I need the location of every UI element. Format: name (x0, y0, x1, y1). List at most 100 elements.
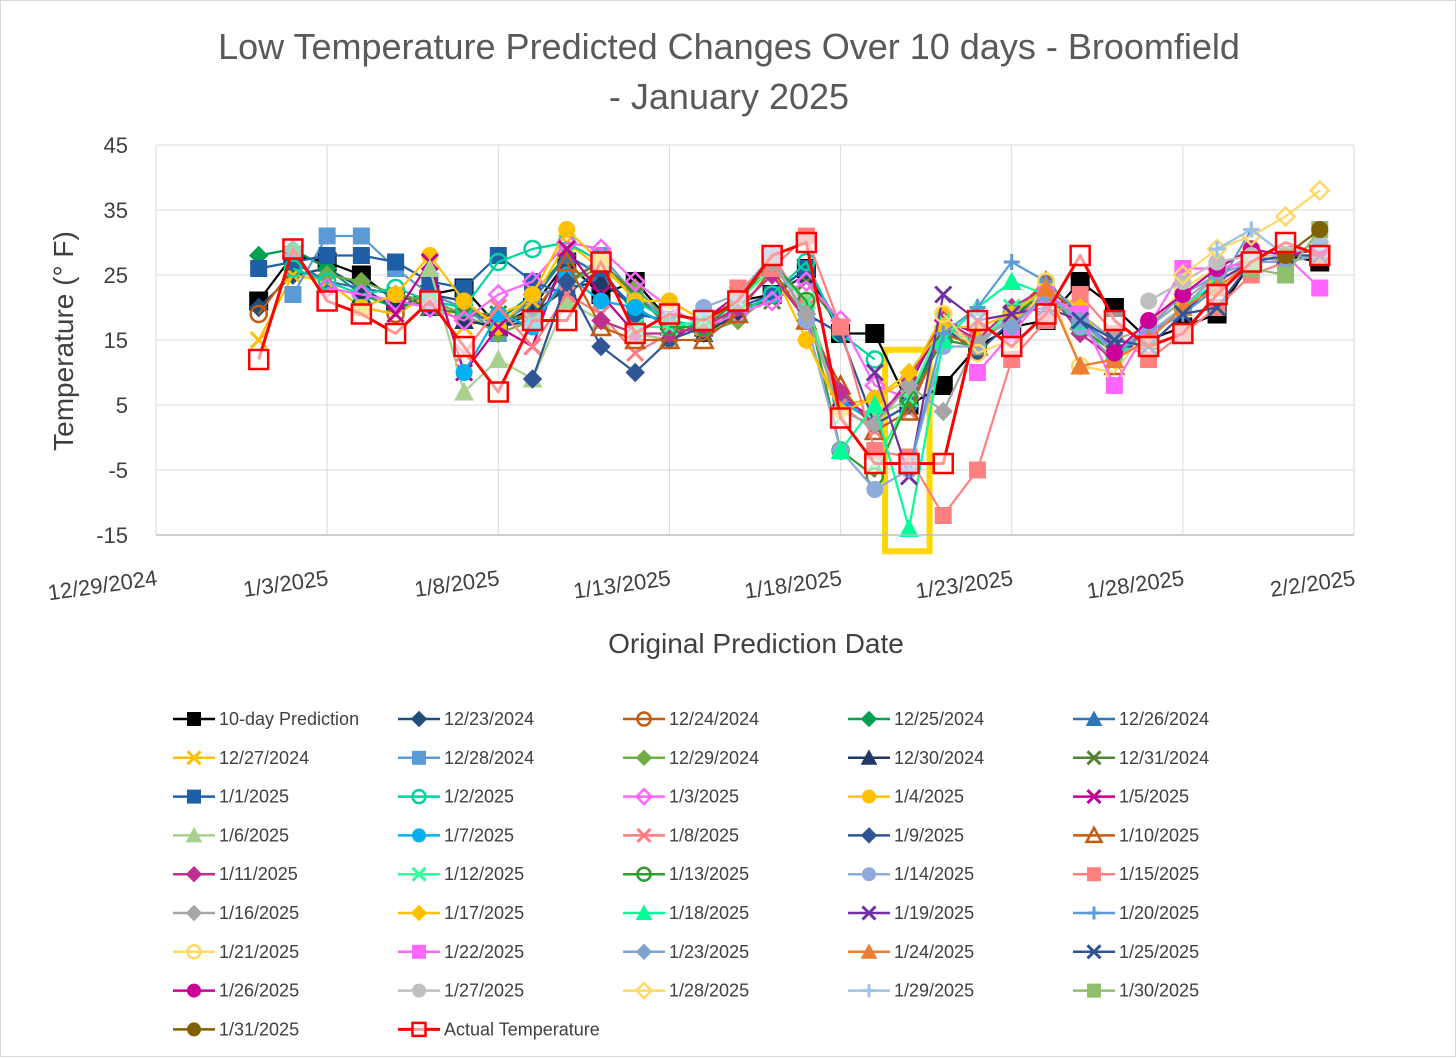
data-point (761, 290, 783, 312)
legend-entry: 12/28/2024 (398, 748, 534, 768)
data-point (419, 258, 440, 277)
legend-entry: 12/23/2024 (398, 709, 534, 729)
data-point (1002, 304, 1021, 324)
data-point (899, 375, 919, 396)
legend-label: 1/30/2025 (1119, 981, 1199, 1001)
data-point (1240, 251, 1263, 273)
data-point (933, 401, 953, 422)
data-point (796, 330, 817, 350)
data-point (634, 981, 654, 1000)
data-point (592, 292, 610, 310)
legend-label: 1/12/2025 (444, 864, 524, 884)
data-point (935, 325, 952, 342)
data-point (282, 238, 304, 260)
axes: 45 35 25 15 5 -5 -15 12/29/2024 1/3/2025 1/8/2025… (46, 133, 1357, 605)
legend-label: 12/27/2024 (219, 748, 309, 768)
data-point (412, 983, 426, 998)
x-tick-label: 1/23/2025 (914, 565, 1014, 603)
data-point (247, 348, 270, 371)
data-point (453, 309, 475, 332)
data-point (636, 866, 652, 882)
data-point (558, 221, 576, 238)
data-point (186, 944, 202, 960)
data-point (318, 247, 336, 264)
data-point (521, 309, 544, 332)
data-point (866, 481, 884, 498)
legend-label: Actual Temperature (444, 1019, 600, 1039)
legend-label: 1/25/2025 (1119, 942, 1199, 962)
data-point (932, 452, 955, 475)
y-tick-label: -15 (96, 523, 128, 548)
data-point (419, 290, 441, 312)
data-point (635, 904, 653, 920)
data-point (864, 452, 886, 475)
legend-entry: 1/13/2025 (623, 864, 749, 884)
y-tick-label: -5 (108, 458, 128, 483)
data-point (860, 749, 878, 765)
data-point (934, 304, 953, 324)
legend-entry: 1/29/2025 (848, 981, 974, 1001)
data-point (1243, 221, 1260, 238)
data-point (830, 440, 851, 459)
series-line (1010, 254, 1320, 355)
data-point (187, 1022, 201, 1037)
data-point (1274, 231, 1297, 254)
legend-entry: 1/5/2025 (1073, 787, 1189, 807)
data-point (692, 309, 715, 332)
legend-entry: 1/11/2025 (173, 864, 298, 884)
data-point (1069, 244, 1091, 267)
data-point (1105, 377, 1123, 394)
data-point (635, 749, 653, 767)
legend-entry: 1/3/2025 (623, 787, 739, 807)
legend-label: 1/22/2025 (444, 942, 524, 962)
data-point (1311, 221, 1329, 238)
legend-entry: 1/17/2025 (398, 903, 524, 923)
data-point (860, 827, 878, 844)
legend-entry: 1/14/2025 (848, 864, 974, 884)
legend-entry: 12/29/2024 (623, 748, 759, 768)
legend-entry: 10-day Prediction (173, 709, 359, 729)
data-point (1001, 271, 1022, 290)
data-point (1085, 710, 1103, 726)
data-point (1086, 789, 1102, 805)
chart-title-line-1: Low Temperature Predicted Changes Over 1… (218, 26, 1240, 67)
legend-label: 1/18/2025 (669, 903, 749, 923)
data-point (412, 828, 426, 843)
data-point (1087, 983, 1101, 998)
data-point (557, 271, 577, 292)
data-point (410, 710, 428, 728)
data-point (524, 286, 542, 303)
data-point (455, 364, 473, 381)
data-point (692, 328, 715, 350)
data-point (249, 304, 268, 324)
data-point (1086, 750, 1102, 766)
data-point (411, 1021, 427, 1038)
data-point (589, 315, 613, 337)
data-point (860, 710, 878, 728)
data-point (591, 336, 611, 357)
legend-label: 1/14/2025 (894, 864, 974, 884)
legend-label: 1/8/2025 (669, 825, 739, 845)
data-point (635, 943, 653, 961)
data-point (186, 750, 202, 766)
data-point (626, 299, 644, 316)
chart-title: Low Temperature Predicted Changes Over 1… (218, 26, 1240, 117)
legend-entry: 12/26/2024 (1073, 709, 1209, 729)
data-point (862, 789, 876, 804)
chart-title-line-2: - January 2025 (609, 76, 849, 117)
legend: 10-day Prediction 12/23/2024 12/24/2024 12/… (173, 709, 1209, 1039)
legend-entry: 1/22/2025 (398, 942, 524, 962)
legend-entry: Actual Temperature (398, 1019, 600, 1039)
data-point (487, 283, 510, 306)
data-point (1105, 330, 1124, 350)
legend-label: 1/9/2025 (894, 825, 964, 845)
legend-entry: 1/31/2025 (173, 1019, 299, 1039)
legend-entry: 1/28/2025 (623, 981, 749, 1001)
data-point (864, 394, 885, 414)
data-point (523, 337, 542, 356)
data-point (862, 984, 876, 998)
data-point (1309, 244, 1331, 267)
data-point (860, 943, 878, 959)
legend-label: 1/21/2025 (219, 942, 299, 962)
data-point (865, 350, 885, 369)
